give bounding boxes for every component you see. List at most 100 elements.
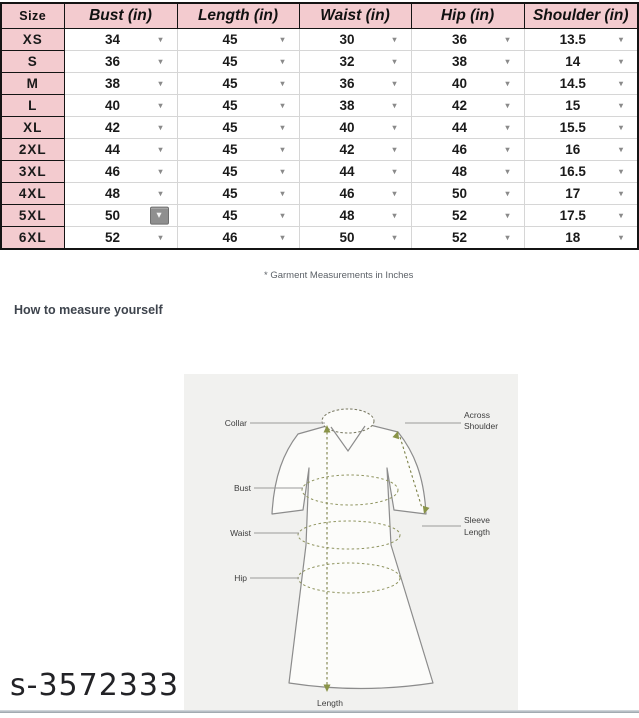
dropdown-arrow-icon[interactable]: ▾	[158, 166, 163, 176]
dropdown-arrow-icon[interactable]: ▾	[158, 100, 163, 110]
measurement-cell[interactable]: 48 ▾	[410, 160, 525, 183]
dropdown-arrow-icon[interactable]: ▾	[158, 232, 163, 242]
measurement-cell[interactable]: 17.5 ▾	[523, 204, 639, 227]
dropdown-arrow-icon[interactable]: ▾	[392, 144, 397, 154]
measurement-cell[interactable]: 50 ▾	[298, 226, 412, 250]
measurement-cell[interactable]: 45 ▾	[176, 160, 300, 183]
measurement-cell[interactable]: 45 ▾	[176, 72, 300, 95]
measurement-cell[interactable]: 40 ▾	[298, 116, 412, 139]
measurement-cell[interactable]: 45 ▾	[176, 50, 300, 73]
dropdown-arrow-icon[interactable]: ▾	[392, 166, 397, 176]
measurement-cell[interactable]: 40 ▾	[410, 72, 525, 95]
dropdown-arrow-icon[interactable]: ▾	[392, 56, 397, 66]
dropdown-arrow-icon[interactable]: ▾	[505, 56, 510, 66]
measurement-cell[interactable]: 45 ▾	[176, 94, 300, 117]
dropdown-arrow-icon[interactable]: ▾	[505, 78, 510, 88]
dropdown-arrow-icon[interactable]: ▾	[392, 210, 397, 220]
dropdown-arrow-icon[interactable]: ▾	[280, 34, 285, 44]
measurement-cell[interactable]: 16.5 ▾	[523, 160, 639, 183]
dropdown-arrow-icon[interactable]: ▾	[280, 144, 285, 154]
measurement-cell[interactable]: 34 ▾	[63, 28, 178, 51]
measurement-cell[interactable]: 44 ▾	[298, 160, 412, 183]
dropdown-arrow-icon[interactable]: ▾	[280, 232, 285, 242]
dropdown-arrow-icon[interactable]: ▾	[618, 100, 623, 110]
measurement-cell[interactable]: 18 ▾	[523, 226, 639, 250]
measurement-cell[interactable]: 32 ▾	[298, 50, 412, 73]
measurement-cell[interactable]: 42 ▾	[298, 138, 412, 161]
measurement-cell[interactable]: 30 ▾	[298, 28, 412, 51]
measurement-cell[interactable]: 48 ▾	[63, 182, 178, 205]
measurement-cell[interactable]: 50 ▾	[410, 182, 525, 205]
dropdown-arrow-icon[interactable]: ▾	[618, 210, 623, 220]
measurement-cell[interactable]: 45 ▾	[176, 204, 300, 227]
measurement-cell[interactable]: 50 ▾	[63, 204, 178, 227]
dropdown-arrow-icon[interactable]: ▾	[392, 100, 397, 110]
measurement-cell[interactable]: 38 ▾	[298, 94, 412, 117]
dropdown-arrow-icon[interactable]: ▾	[618, 188, 623, 198]
dropdown-arrow-icon[interactable]: ▾	[392, 78, 397, 88]
measurement-cell[interactable]: 45 ▾	[176, 138, 300, 161]
dropdown-arrow-icon[interactable]: ▾	[505, 34, 510, 44]
measurement-cell[interactable]: 45 ▾	[176, 182, 300, 205]
dropdown-arrow-icon[interactable]: ▾	[505, 166, 510, 176]
dropdown-arrow-icon[interactable]: ▾	[392, 34, 397, 44]
dropdown-arrow-icon[interactable]: ▾	[158, 122, 163, 132]
dropdown-arrow-icon[interactable]: ▾	[392, 188, 397, 198]
dropdown-arrow-icon[interactable]: ▾	[280, 210, 285, 220]
measurement-cell[interactable]: 36 ▾	[63, 50, 178, 73]
dropdown-arrow-icon[interactable]: ▾	[392, 122, 397, 132]
dropdown-arrow-icon[interactable]: ▾	[280, 78, 285, 88]
dropdown-arrow-icon[interactable]: ▾	[505, 232, 510, 242]
dropdown-arrow-icon[interactable]: ▾	[505, 122, 510, 132]
dropdown-arrow-icon[interactable]: ▾	[618, 122, 623, 132]
dropdown-arrow-icon[interactable]: ▾	[158, 34, 163, 44]
measurement-cell[interactable]: 40 ▾	[63, 94, 178, 117]
measurement-cell[interactable]: 15.5 ▾	[523, 116, 639, 139]
measurement-cell[interactable]: 36 ▾	[410, 28, 525, 51]
dropdown-arrow-icon[interactable]: ▾	[158, 188, 163, 198]
measurement-cell[interactable]: 14.5 ▾	[523, 72, 639, 95]
measurement-cell[interactable]: 42 ▾	[63, 116, 178, 139]
dropdown-arrow-icon[interactable]: ▾	[280, 56, 285, 66]
measurement-cell[interactable]: 44 ▾	[63, 138, 178, 161]
dropdown-arrow-icon[interactable]: ▾	[392, 232, 397, 242]
dropdown-arrow-icon[interactable]: ▾	[618, 34, 623, 44]
dropdown-arrow-icon[interactable]: ▾	[280, 188, 285, 198]
measurement-cell[interactable]: 14 ▾	[523, 50, 639, 73]
measurement-cell[interactable]: 36 ▾	[298, 72, 412, 95]
measurement-cell[interactable]: 45 ▾	[176, 28, 300, 51]
dropdown-arrow-icon[interactable]: ▾	[280, 166, 285, 176]
measurement-cell[interactable]: 46 ▾	[63, 160, 178, 183]
dropdown-arrow-icon[interactable]: ▾	[280, 100, 285, 110]
dropdown-arrow-icon[interactable]: ▾	[505, 188, 510, 198]
measurement-cell[interactable]: 38 ▾	[63, 72, 178, 95]
measurement-cell[interactable]: 48 ▾	[298, 204, 412, 227]
dropdown-arrow-icon[interactable]: ▾	[505, 210, 510, 220]
measurement-cell[interactable]: 52 ▾	[410, 204, 525, 227]
measurement-cell[interactable]: 45 ▾	[176, 116, 300, 139]
dropdown-arrow-icon[interactable]: ▾	[149, 206, 169, 225]
dropdown-arrow-icon[interactable]: ▾	[158, 144, 163, 154]
dropdown-arrow-icon[interactable]: ▾	[618, 166, 623, 176]
measurement-cell[interactable]: 52 ▾	[410, 226, 525, 250]
dropdown-arrow-icon[interactable]: ▾	[505, 100, 510, 110]
measurement-cell[interactable]: 17 ▾	[523, 182, 639, 205]
dropdown-arrow-icon[interactable]: ▾	[505, 144, 510, 154]
measurement-cell[interactable]: 46 ▾	[298, 182, 412, 205]
dropdown-arrow-icon[interactable]: ▾	[618, 56, 623, 66]
measurement-cell[interactable]: 44 ▾	[410, 116, 525, 139]
dropdown-arrow-icon[interactable]: ▾	[618, 78, 623, 88]
measurement-cell[interactable]: 46 ▾	[176, 226, 300, 250]
measurement-cell[interactable]: 42 ▾	[410, 94, 525, 117]
measurement-cell[interactable]: 15 ▾	[523, 94, 639, 117]
measurement-cell[interactable]: 38 ▾	[410, 50, 525, 73]
dropdown-arrow-icon[interactable]: ▾	[618, 144, 623, 154]
measurement-cell[interactable]: 46 ▾	[410, 138, 525, 161]
dropdown-arrow-icon[interactable]: ▾	[158, 78, 163, 88]
dropdown-arrow-icon[interactable]: ▾	[280, 122, 285, 132]
dropdown-arrow-icon[interactable]: ▾	[618, 232, 623, 242]
measurement-cell[interactable]: 52 ▾	[63, 226, 178, 250]
dropdown-arrow-icon[interactable]: ▾	[158, 56, 163, 66]
measurement-cell[interactable]: 16 ▾	[523, 138, 639, 161]
measurement-cell[interactable]: 13.5 ▾	[523, 28, 639, 51]
